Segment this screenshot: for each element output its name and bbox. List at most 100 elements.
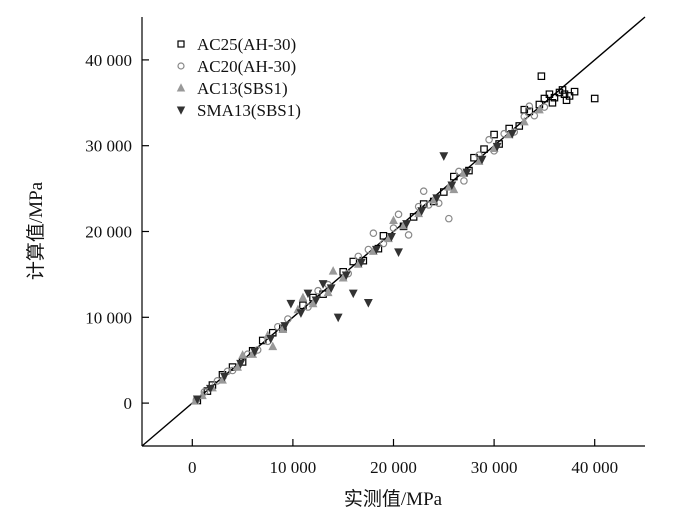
plot-area: 0 10 000 20 000 30 000 40 000 0 10 000 20 000 3… bbox=[85, 16, 646, 477]
series-3-points bbox=[192, 129, 517, 405]
x-tick-label: 10 000 bbox=[270, 458, 317, 477]
x-tick-label: 40 000 bbox=[571, 458, 618, 477]
data-point bbox=[371, 245, 381, 255]
data-point bbox=[590, 94, 599, 103]
y-tick-label: 20 000 bbox=[85, 223, 132, 242]
y-axis-title: 计算值/MPa bbox=[25, 181, 47, 280]
data-point bbox=[445, 214, 453, 223]
data-point bbox=[311, 296, 321, 306]
data-point bbox=[540, 103, 549, 111]
data-point bbox=[424, 201, 433, 209]
data-point bbox=[507, 129, 517, 139]
data-point bbox=[205, 384, 215, 394]
data-point bbox=[303, 289, 313, 299]
data-point bbox=[258, 336, 267, 345]
data-point bbox=[450, 172, 458, 181]
data-points-layer bbox=[190, 72, 599, 405]
data-point bbox=[455, 167, 463, 176]
data-point bbox=[530, 111, 539, 120]
data-point bbox=[192, 395, 202, 405]
data-point bbox=[364, 245, 373, 254]
data-point bbox=[447, 181, 457, 191]
legend-marker bbox=[177, 40, 185, 48]
y-tick-label: 0 bbox=[124, 394, 133, 413]
data-point bbox=[326, 284, 336, 294]
data-point bbox=[286, 299, 296, 309]
legend-marker bbox=[176, 83, 186, 92]
data-point bbox=[417, 207, 427, 216]
data-point bbox=[369, 229, 378, 238]
data-point bbox=[296, 309, 306, 318]
data-point bbox=[419, 187, 428, 195]
data-point bbox=[480, 145, 488, 153]
legend-label: AC20(AH-30) bbox=[197, 57, 296, 76]
data-point bbox=[550, 93, 559, 102]
data-point bbox=[233, 362, 242, 371]
data-point bbox=[460, 177, 468, 185]
data-point bbox=[314, 286, 322, 295]
legend-marker bbox=[176, 106, 186, 115]
data-point bbox=[402, 220, 411, 229]
data-point bbox=[379, 239, 388, 248]
data-point bbox=[363, 299, 373, 308]
data-point bbox=[308, 298, 318, 308]
data-point bbox=[432, 194, 442, 203]
data-point bbox=[525, 107, 534, 116]
data-point bbox=[477, 155, 487, 165]
data-point bbox=[341, 271, 351, 281]
data-point bbox=[540, 94, 549, 103]
data-point bbox=[537, 72, 546, 81]
data-point bbox=[394, 210, 403, 219]
data-point bbox=[323, 287, 333, 297]
data-point bbox=[299, 301, 307, 310]
data-point bbox=[349, 257, 358, 266]
data-point bbox=[394, 248, 403, 257]
data-point bbox=[558, 86, 567, 94]
data-point bbox=[570, 87, 579, 96]
data-point bbox=[439, 152, 449, 161]
data-point bbox=[356, 258, 366, 268]
data-point bbox=[220, 372, 229, 382]
legend-marker bbox=[177, 62, 185, 70]
legend: AC25(AH-30) AC20(AH-30) AC13(SBS1) SMA13(SB… bbox=[176, 35, 301, 120]
data-point bbox=[562, 96, 571, 105]
data-point bbox=[404, 231, 413, 239]
data-point bbox=[328, 266, 338, 275]
data-point bbox=[250, 347, 260, 357]
data-point bbox=[333, 313, 343, 323]
data-point bbox=[238, 350, 248, 359]
data-point bbox=[485, 135, 493, 144]
y-tick-label: 40 000 bbox=[85, 51, 132, 70]
legend-label: AC25(AH-30) bbox=[197, 35, 296, 54]
data-point bbox=[519, 116, 529, 126]
series-2-points bbox=[190, 104, 544, 405]
y-axis-ticks: 0 10 000 20 000 30 000 40 000 bbox=[85, 51, 149, 413]
y-tick-label: 10 000 bbox=[85, 308, 132, 327]
legend-label: SMA13(SBS1) bbox=[197, 101, 301, 120]
data-point bbox=[387, 232, 396, 242]
x-axis-title: 实测值/MPa bbox=[344, 488, 443, 510]
data-point bbox=[389, 215, 398, 225]
data-point bbox=[379, 231, 388, 240]
x-tick-label: 20 000 bbox=[370, 458, 417, 477]
data-point bbox=[440, 188, 448, 196]
data-point bbox=[490, 130, 498, 139]
x-axis-ticks: 0 10 000 20 000 30 000 40 000 bbox=[188, 439, 618, 477]
data-point bbox=[280, 322, 290, 331]
data-point bbox=[515, 122, 524, 130]
data-point bbox=[348, 289, 358, 299]
data-point bbox=[274, 322, 282, 331]
legend-label: AC13(SBS1) bbox=[197, 79, 288, 98]
x-tick-label: 0 bbox=[188, 458, 197, 477]
y-tick-label: 30 000 bbox=[85, 137, 132, 156]
data-point bbox=[268, 341, 278, 351]
data-point bbox=[492, 142, 502, 152]
data-point bbox=[389, 224, 398, 232]
data-point bbox=[534, 104, 544, 114]
data-point bbox=[236, 359, 246, 369]
data-point bbox=[462, 168, 472, 178]
data-point bbox=[298, 292, 308, 302]
data-point bbox=[318, 280, 328, 289]
